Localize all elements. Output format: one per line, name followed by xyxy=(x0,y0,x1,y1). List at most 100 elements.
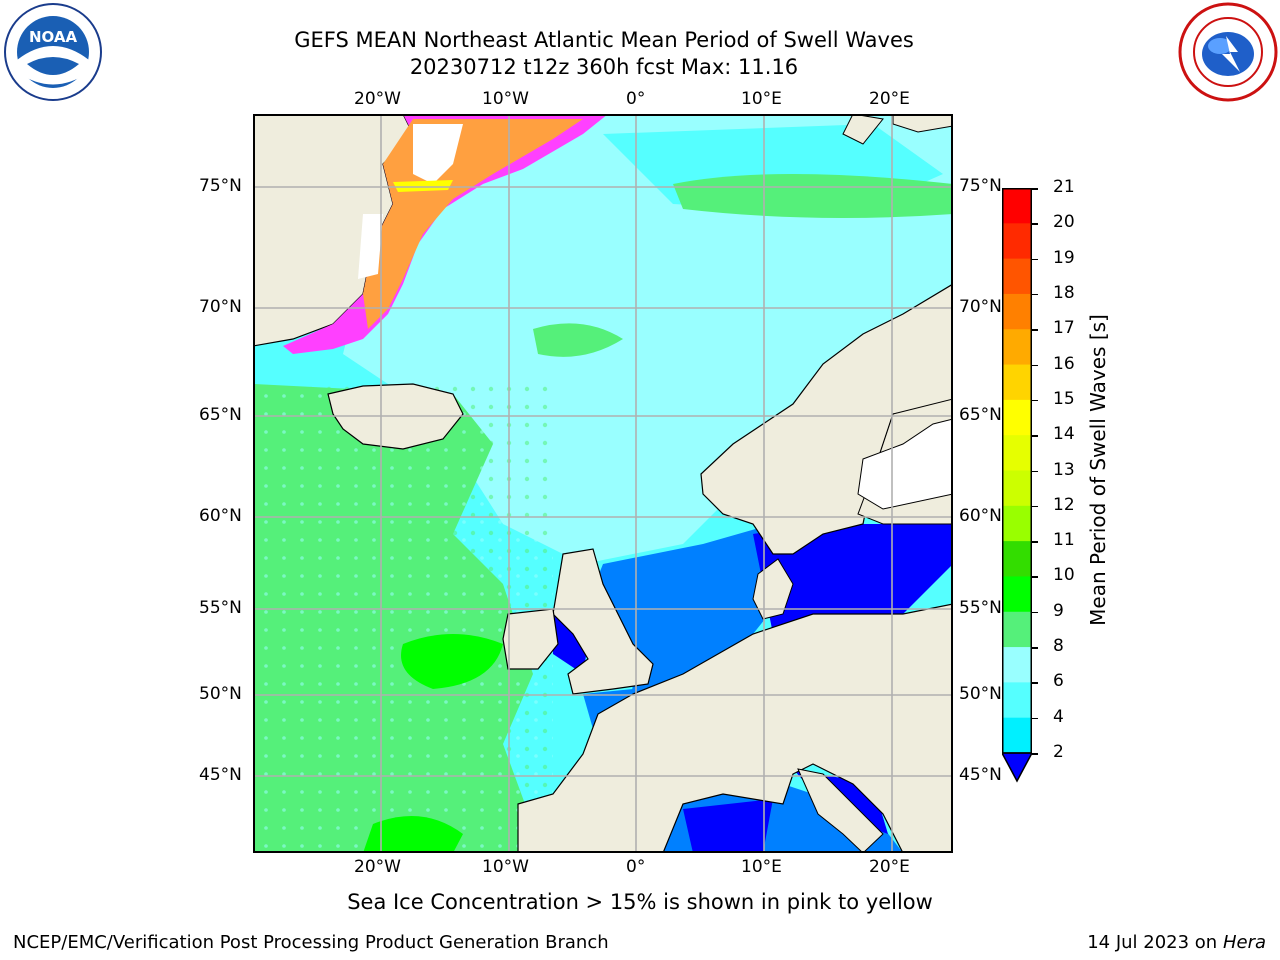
colorbar-tick-label: 21 xyxy=(1053,177,1075,197)
swell-zone-bright-green xyxy=(401,634,503,689)
land-italy xyxy=(797,768,884,853)
colorbar-band xyxy=(1002,188,1032,224)
colorbar-tick-mark xyxy=(1032,399,1038,402)
swell-zone-green-mid xyxy=(533,323,623,357)
sea-ice-pack xyxy=(413,124,463,184)
lat-label-left-70n: 70°N xyxy=(199,297,242,317)
lon-label-bottom-10w: 10°W xyxy=(482,857,529,877)
colorbar-frame xyxy=(1002,188,1032,754)
colorbar-tick-label: 17 xyxy=(1053,318,1075,339)
land-svalbard xyxy=(842,114,884,145)
lon-label-top-20w: 20°W xyxy=(354,89,401,109)
lat-label-right-65n: 65°N xyxy=(959,405,1002,425)
footer-date-text: 14 Jul 2023 on xyxy=(1087,932,1223,953)
colorbar-tick-mark xyxy=(1032,505,1038,508)
colorbar-band xyxy=(1002,258,1032,295)
colorbar-band xyxy=(1002,611,1032,648)
colorbar-tick-mark xyxy=(1032,647,1038,649)
land-finland-white xyxy=(857,418,953,510)
nws-logo-icon xyxy=(1178,2,1278,102)
lat-label-left-65n: 65°N xyxy=(199,405,242,425)
colorbar-tick-mark xyxy=(1032,541,1038,543)
footer-date: 14 Jul 2023 on Hera xyxy=(1087,932,1266,953)
colorbar-band xyxy=(1002,399,1032,436)
lon-label-bottom-10e: 10°E xyxy=(741,857,782,877)
lat-label-left-55n: 55°N xyxy=(199,598,242,618)
colorbar-tick-label: 16 xyxy=(1053,353,1075,374)
colorbar-tick-mark xyxy=(1032,682,1038,684)
map-frame xyxy=(253,114,953,853)
swell-zone-med-west-blue xyxy=(683,799,773,853)
colorbar-band xyxy=(1002,717,1032,754)
lon-label-bottom-20e: 20°E xyxy=(869,857,910,877)
colorbar-tick-mark xyxy=(1032,611,1038,614)
colorbar-tick-mark xyxy=(1032,717,1038,720)
noaa-logo-icon: NOAA xyxy=(3,2,103,102)
swell-speckle-texture xyxy=(253,384,553,853)
lat-label-right-60n: 60°N xyxy=(959,506,1002,526)
sea-ice-note: Sea Ice Concentration > 15% is shown in … xyxy=(347,890,933,914)
lat-label-right-45n: 45°N xyxy=(959,765,1002,785)
colorbar-tick-mark xyxy=(1032,329,1038,331)
colorbar-band xyxy=(1002,576,1032,613)
colorbar-ticks: 21 20 19 18 17 16 15 14 13 12 11 10 9 8 6 4 2 xyxy=(1032,0,1100,960)
land-denmark xyxy=(752,558,794,620)
lon-label-bottom-20w: 20°W xyxy=(354,857,401,877)
lat-label-right-70n: 70°N xyxy=(959,297,1002,317)
colorbar-tick-mark xyxy=(1032,435,1038,437)
sea-ice-pack-2 xyxy=(358,214,383,279)
colorbar-tick-label: 4 xyxy=(1053,706,1064,727)
swell-zone-baltic xyxy=(793,524,953,624)
colorbar-tick-label: 19 xyxy=(1053,247,1075,268)
lon-label-top-0: 0° xyxy=(626,89,646,109)
chart-title: GEFS MEAN Northeast Atlantic Mean Period… xyxy=(294,28,914,52)
lat-label-left-60n: 60°N xyxy=(199,506,242,526)
lon-label-top-10w: 10°W xyxy=(482,89,529,109)
land-great-britain xyxy=(552,548,654,695)
colorbar-tick-label: 18 xyxy=(1053,282,1075,303)
colorbar-tick-label: 6 xyxy=(1053,671,1064,692)
colorbar-band xyxy=(1002,541,1032,577)
colorbar-tick-mark xyxy=(1032,470,1038,472)
colorbar-band xyxy=(1002,505,1032,542)
colorbar-band xyxy=(1002,647,1032,683)
swell-zone-green-north xyxy=(673,174,953,218)
colorbar-label: Mean Period of Swell Waves [s] xyxy=(1086,314,1110,626)
map-panel xyxy=(253,114,953,853)
sea-ice-edge-yellow xyxy=(393,180,453,192)
chart-subtitle: 20230712 t12z 360h fcst Max: 11.16 xyxy=(409,55,799,79)
colorbar-band xyxy=(1002,223,1032,260)
colorbar-under-arrow xyxy=(1000,752,1034,783)
colorbar-tick-label: 9 xyxy=(1053,600,1064,621)
colorbar xyxy=(1000,188,1034,783)
colorbar-band xyxy=(1002,682,1032,719)
colorbar-tick-label: 12 xyxy=(1053,494,1075,515)
colorbar-tick-mark xyxy=(1032,223,1038,225)
colorbar-tick-mark xyxy=(1032,258,1038,261)
colorbar-tick-mark xyxy=(1032,188,1038,190)
colorbar-tick-label: 2 xyxy=(1053,742,1064,762)
lon-label-top-20e: 20°E xyxy=(869,89,910,109)
lat-label-left-45n: 45°N xyxy=(199,765,242,785)
colorbar-tick-label: 8 xyxy=(1053,636,1064,657)
colorbar-band xyxy=(1002,470,1032,507)
colorbar-tick-label: 10 xyxy=(1053,565,1075,586)
colorbar-tick-label: 15 xyxy=(1053,388,1075,409)
colorbar-tick-mark xyxy=(1032,753,1038,755)
lat-label-right-55n: 55°N xyxy=(959,598,1002,618)
lat-label-left-50n: 50°N xyxy=(199,684,242,704)
swell-zone-bright-green-south xyxy=(363,816,463,853)
noaa-logo-text: NOAA xyxy=(29,28,78,46)
map-gridlines xyxy=(253,114,953,853)
colorbar-band xyxy=(1002,293,1032,330)
colorbar-tick-label: 14 xyxy=(1053,424,1075,445)
lon-label-bottom-0: 0° xyxy=(626,857,646,877)
lat-label-left-75n: 75°N xyxy=(199,176,242,196)
colorbar-band xyxy=(1002,364,1032,401)
lat-label-right-75n: 75°N xyxy=(959,176,1002,196)
lon-label-top-10e: 10°E xyxy=(741,89,782,109)
footer-host: Hera xyxy=(1222,932,1266,953)
colorbar-tick-mark xyxy=(1032,364,1038,367)
land-continental-europe xyxy=(517,603,953,853)
lat-label-right-50n: 50°N xyxy=(959,684,1002,704)
